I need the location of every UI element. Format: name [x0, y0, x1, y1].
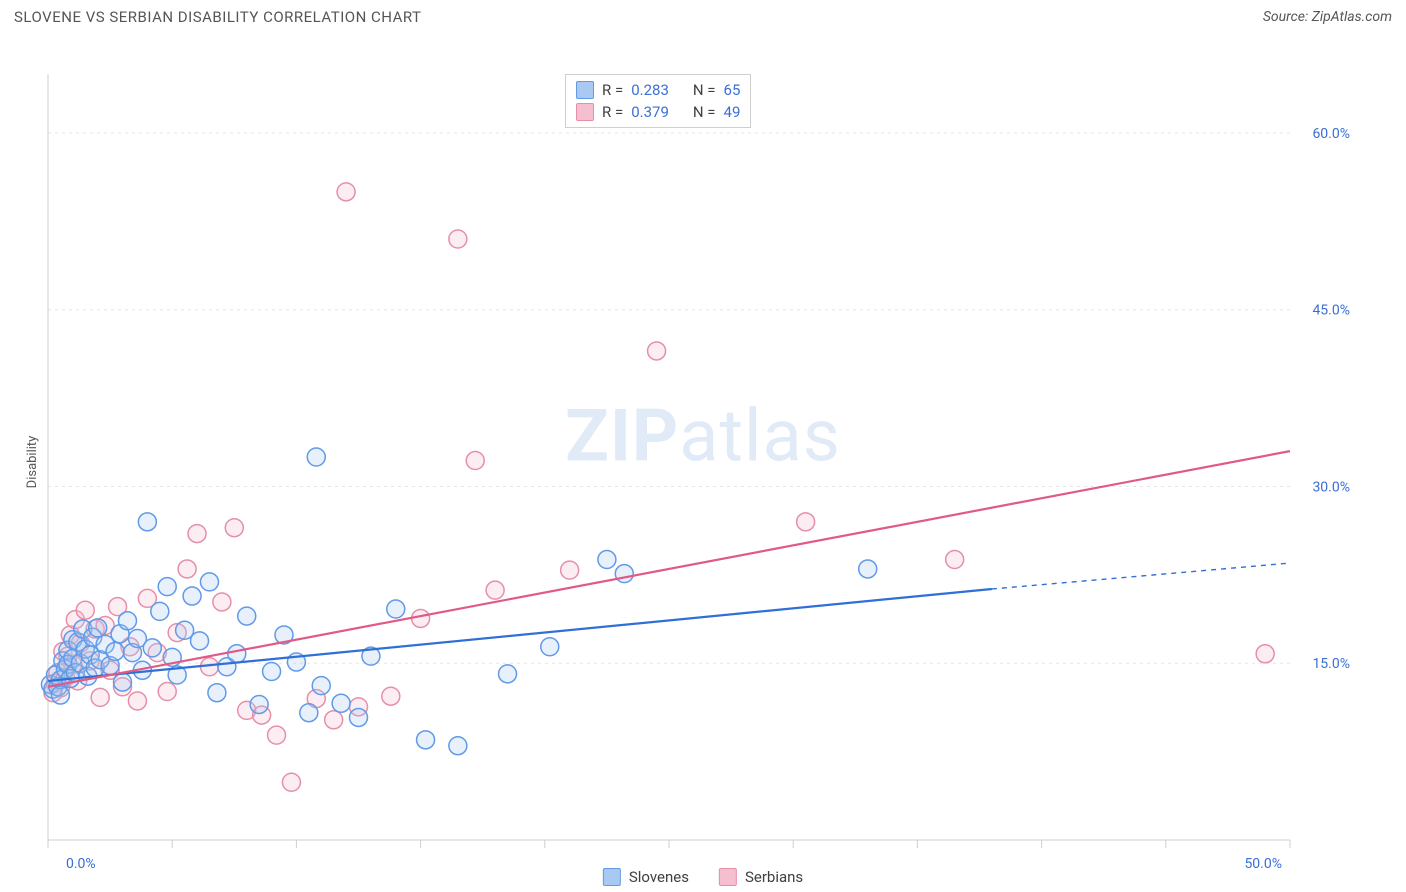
stat-r-label: R = [602, 103, 623, 121]
scatter-point [118, 612, 136, 630]
legend-swatch [603, 868, 621, 886]
stats-row: R = 0.379 N = 49 [576, 101, 740, 123]
stat-n-value: 49 [724, 103, 741, 121]
scatter-point [466, 452, 484, 470]
scatter-point [541, 638, 559, 656]
svg-text:15.0%: 15.0% [1312, 656, 1350, 672]
scatter-point [76, 601, 94, 619]
scatter-point [350, 708, 368, 726]
trend-line-extrapolation [992, 563, 1290, 589]
scatter-point [178, 560, 196, 578]
legend-swatch [719, 868, 737, 886]
legend: Slovenes Serbians [603, 868, 803, 886]
scatter-point [412, 609, 430, 627]
scatter-point [213, 593, 231, 611]
trend-line [48, 451, 1290, 687]
stat-r-label: R = [602, 81, 623, 99]
scatter-point [238, 607, 256, 625]
scatter-point [89, 619, 107, 637]
scatter-point [797, 513, 815, 531]
svg-text:0.0%: 0.0% [66, 856, 96, 872]
scatter-point [859, 560, 877, 578]
legend-label: Serbians [745, 868, 803, 886]
scatter-point [332, 694, 350, 712]
scatter-point [51, 686, 69, 704]
scatter-point [486, 581, 504, 599]
source-label: Source: ZipAtlas.com [1263, 9, 1392, 25]
stat-n-value: 65 [724, 81, 741, 99]
stats-box: R = 0.283 N = 65 R = 0.379 N = 49 [565, 74, 751, 128]
stat-swatch [576, 103, 594, 121]
scatter-point [250, 695, 268, 713]
scatter-point [91, 688, 109, 706]
scatter-point [300, 704, 318, 722]
stat-n-label: N = [693, 81, 716, 99]
stat-n-label: N = [693, 103, 716, 121]
scatter-point [191, 632, 209, 650]
scatter-point [282, 773, 300, 791]
chart-area: Disability 15.0%30.0%45.0%60.0%0.0%50.0%… [0, 34, 1406, 890]
scatter-point [188, 525, 206, 543]
scatter-point [158, 578, 176, 596]
scatter-point [158, 683, 176, 701]
scatter-plot: 15.0% 30.0% 45.0% 60.0% 0.0% 50.0% [0, 34, 1406, 890]
scatter-point [106, 642, 124, 660]
svg-text:30.0%: 30.0% [1312, 479, 1350, 495]
stat-r-value: 0.283 [631, 81, 669, 99]
legend-label: Slovenes [629, 868, 689, 886]
svg-text:45.0%: 45.0% [1312, 303, 1350, 319]
scatter-point [325, 711, 343, 729]
scatter-point [114, 673, 132, 691]
chart-title: SLOVENE VS SERBIAN DISABILITY CORRELATIO… [14, 8, 422, 26]
scatter-point [307, 448, 325, 466]
scatter-point [143, 639, 161, 657]
scatter-point [387, 600, 405, 618]
scatter-point [312, 677, 330, 695]
scatter-point [615, 565, 633, 583]
scatter-point [138, 513, 156, 531]
scatter-point [417, 731, 435, 749]
scatter-point [128, 692, 146, 710]
header: SLOVENE VS SERBIAN DISABILITY CORRELATIO… [0, 0, 1406, 34]
scatter-point [268, 726, 286, 744]
scatter-point [449, 737, 467, 755]
scatter-point [449, 230, 467, 248]
svg-text:50.0%: 50.0% [1244, 856, 1282, 872]
stats-row: R = 0.283 N = 65 [576, 79, 740, 101]
scatter-point [648, 342, 666, 360]
scatter-point [337, 183, 355, 201]
scatter-point [1256, 645, 1274, 663]
stat-swatch [576, 81, 594, 99]
legend-item: Slovenes [603, 868, 689, 886]
scatter-point [382, 687, 400, 705]
svg-text:60.0%: 60.0% [1312, 126, 1350, 142]
scatter-point [228, 645, 246, 663]
scatter-point [208, 684, 226, 702]
stat-r-value: 0.379 [631, 103, 669, 121]
scatter-point [561, 561, 579, 579]
scatter-point [151, 602, 169, 620]
scatter-point [183, 587, 201, 605]
scatter-point [263, 662, 281, 680]
scatter-point [946, 551, 964, 569]
scatter-point [225, 519, 243, 537]
scatter-point [200, 573, 218, 591]
scatter-point [499, 665, 517, 683]
scatter-point [598, 551, 616, 569]
legend-item: Serbians [719, 868, 803, 886]
